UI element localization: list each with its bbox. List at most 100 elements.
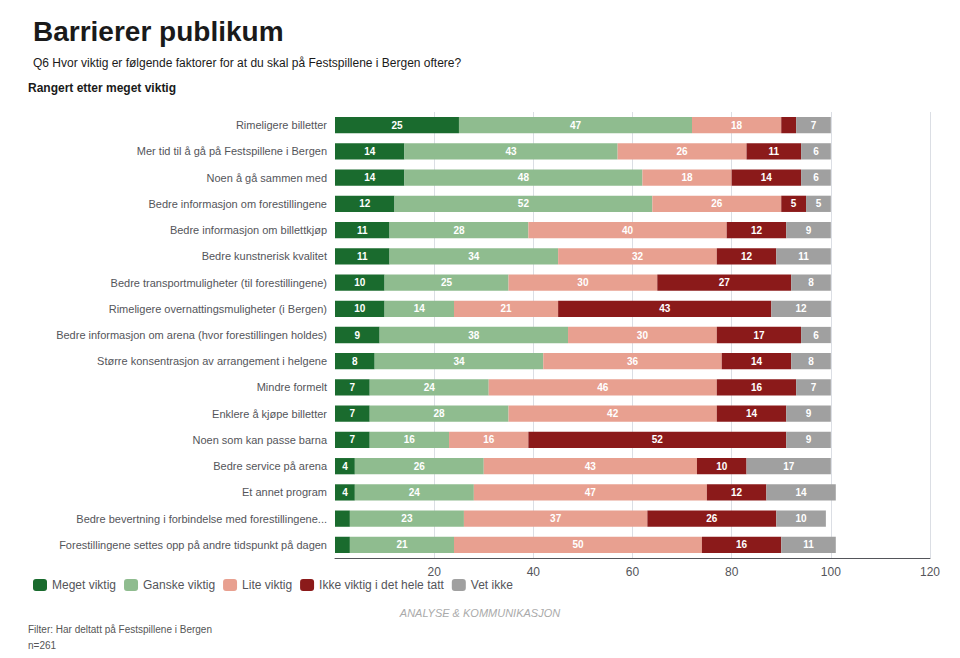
svg-text:11: 11 [803, 539, 814, 550]
svg-text:11: 11 [357, 225, 368, 236]
svg-text:Q6 Hvor viktig er følgende fak: Q6 Hvor viktig er følgende faktorer for … [33, 56, 462, 70]
svg-text:80: 80 [725, 565, 739, 579]
svg-text:47: 47 [570, 120, 582, 131]
svg-text:48: 48 [518, 172, 530, 183]
svg-text:4: 4 [342, 487, 348, 498]
svg-text:100: 100 [821, 565, 841, 579]
svg-text:Mindre formelt: Mindre formelt [257, 381, 327, 393]
svg-text:14: 14 [746, 408, 758, 419]
svg-text:Bedre kunstnerisk kvalitet: Bedre kunstnerisk kvalitet [202, 250, 327, 262]
svg-text:Noen som kan passe barna: Noen som kan passe barna [192, 434, 327, 446]
svg-text:5: 5 [816, 198, 822, 209]
svg-text:7: 7 [350, 408, 356, 419]
svg-text:52: 52 [518, 198, 530, 209]
svg-text:8: 8 [808, 277, 814, 288]
svg-text:14: 14 [364, 146, 376, 157]
svg-text:n=261: n=261 [28, 640, 57, 651]
svg-text:12: 12 [741, 251, 753, 262]
svg-text:32: 32 [632, 251, 644, 262]
svg-text:Bedre transportmuligheter (til: Bedre transportmuligheter (til forestill… [111, 277, 327, 289]
svg-text:6: 6 [813, 330, 819, 341]
svg-text:9: 9 [806, 408, 812, 419]
svg-text:6: 6 [813, 146, 819, 157]
svg-text:9: 9 [806, 434, 812, 445]
svg-text:8: 8 [808, 356, 814, 367]
svg-text:Mer tid til å gå på Festspille: Mer tid til å gå på Festspillene i Berge… [137, 145, 327, 157]
svg-text:14: 14 [364, 172, 376, 183]
svg-text:47: 47 [585, 487, 597, 498]
svg-text:30: 30 [577, 277, 589, 288]
svg-text:16: 16 [736, 539, 748, 550]
svg-text:Forestillingene settes opp på: Forestillingene settes opp på andre tids… [59, 539, 327, 551]
svg-text:26: 26 [677, 146, 689, 157]
svg-text:11: 11 [769, 146, 780, 157]
svg-text:11: 11 [357, 251, 368, 262]
svg-text:10: 10 [354, 303, 366, 314]
svg-text:43: 43 [585, 461, 597, 472]
svg-text:Filter: Har deltatt på Festspi: Filter: Har deltatt på Festspillene i Be… [28, 624, 212, 635]
svg-text:ANALYSE & KOMMUNIKASJON: ANALYSE & KOMMUNIKASJON [399, 607, 560, 619]
svg-text:Meget viktig: Meget viktig [52, 578, 116, 592]
svg-text:6: 6 [813, 172, 819, 183]
svg-text:4: 4 [342, 461, 348, 472]
svg-text:17: 17 [753, 330, 765, 341]
svg-text:38: 38 [468, 330, 480, 341]
svg-text:16: 16 [751, 382, 763, 393]
svg-text:18: 18 [681, 172, 693, 183]
svg-text:60: 60 [626, 565, 640, 579]
svg-text:Rimeligere overnattingsmulighe: Rimeligere overnattingsmuligheter (i Ber… [109, 303, 327, 315]
svg-text:Ganske viktig: Ganske viktig [143, 578, 215, 592]
svg-text:Et annet program: Et annet program [242, 486, 327, 498]
svg-text:17: 17 [783, 461, 795, 472]
svg-text:18: 18 [731, 120, 743, 131]
svg-text:36: 36 [627, 356, 639, 367]
svg-text:52: 52 [652, 434, 664, 445]
svg-text:12: 12 [751, 225, 763, 236]
svg-text:11: 11 [798, 251, 809, 262]
svg-text:21: 21 [501, 303, 513, 314]
svg-text:25: 25 [441, 277, 453, 288]
svg-text:28: 28 [434, 408, 446, 419]
svg-text:Enklere å kjøpe billetter: Enklere å kjøpe billetter [212, 408, 327, 420]
svg-text:40: 40 [622, 225, 634, 236]
svg-text:26: 26 [414, 461, 426, 472]
svg-text:24: 24 [409, 487, 421, 498]
svg-text:20: 20 [427, 565, 441, 579]
svg-text:10: 10 [354, 277, 366, 288]
svg-text:43: 43 [659, 303, 671, 314]
svg-text:Vet ikke: Vet ikke [471, 578, 513, 592]
svg-text:7: 7 [811, 120, 817, 131]
svg-text:12: 12 [731, 487, 743, 498]
svg-text:21: 21 [396, 539, 408, 550]
svg-text:42: 42 [607, 408, 619, 419]
svg-text:50: 50 [572, 539, 584, 550]
svg-text:Noen å gå sammen med: Noen å gå sammen med [207, 172, 327, 184]
svg-text:10: 10 [716, 461, 728, 472]
svg-text:16: 16 [483, 434, 495, 445]
svg-text:26: 26 [711, 198, 723, 209]
svg-text:26: 26 [706, 513, 718, 524]
svg-text:14: 14 [751, 356, 763, 367]
svg-text:9: 9 [355, 330, 361, 341]
svg-text:Bedre informasjon om billettkj: Bedre informasjon om billettkjøp [170, 224, 327, 236]
svg-text:46: 46 [597, 382, 609, 393]
svg-text:Rimeligere billetter: Rimeligere billetter [236, 119, 327, 131]
svg-text:27: 27 [719, 277, 731, 288]
svg-text:Rangert etter meget viktig: Rangert etter meget viktig [28, 81, 176, 95]
svg-text:Bedre service på arena: Bedre service på arena [213, 460, 328, 472]
svg-text:Bedre informasjon om forestill: Bedre informasjon om forestillingene [148, 198, 327, 210]
svg-text:Ikke viktig i det hele tatt: Ikke viktig i det hele tatt [319, 578, 444, 592]
svg-text:Større konsentrasjon av arrang: Større konsentrasjon av arrangement i he… [97, 355, 327, 367]
svg-text:14: 14 [761, 172, 773, 183]
svg-text:16: 16 [404, 434, 416, 445]
svg-text:8: 8 [352, 356, 358, 367]
svg-text:34: 34 [468, 251, 480, 262]
svg-text:43: 43 [505, 146, 517, 157]
svg-text:7: 7 [350, 382, 356, 393]
svg-text:40: 40 [527, 565, 541, 579]
svg-text:14: 14 [414, 303, 426, 314]
svg-text:Bedre bevertning i forbindelse: Bedre bevertning i forbindelse med fores… [76, 513, 327, 525]
svg-text:37: 37 [550, 513, 562, 524]
svg-text:Barrierer publikum: Barrierer publikum [33, 16, 284, 47]
svg-text:23: 23 [401, 513, 413, 524]
